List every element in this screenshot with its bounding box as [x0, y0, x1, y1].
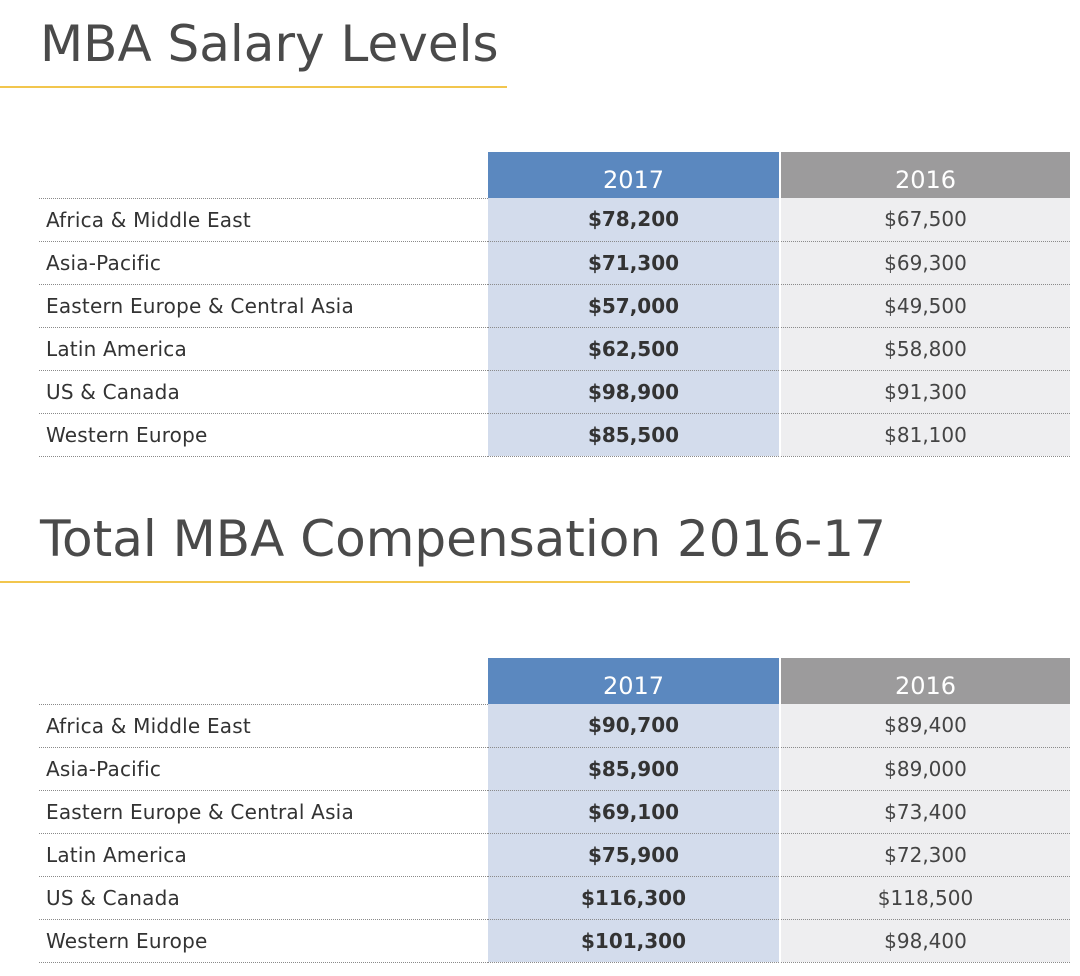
value-2016: $58,800	[780, 327, 1070, 371]
region-label: Latin America	[39, 327, 488, 371]
value-2016: $73,400	[780, 790, 1070, 834]
value-2016: $91,300	[780, 370, 1070, 414]
table-row: Africa & Middle East $90,700 $89,400	[39, 704, 1070, 748]
column-header-2016: 2016	[780, 152, 1070, 198]
table-header-row: 2017 2016	[39, 658, 1070, 705]
column-header-2016: 2016	[780, 658, 1070, 704]
value-2016: $118,500	[780, 876, 1070, 920]
region-label: Latin America	[39, 833, 488, 877]
value-2016: $67,500	[780, 198, 1070, 242]
table-row: Asia-Pacific $85,900 $89,000	[39, 747, 1070, 791]
salary-levels-body: Africa & Middle East $78,200 $67,500 Asia-P…	[39, 198, 1070, 457]
region-label: Western Europe	[39, 413, 488, 457]
region-header-blank	[39, 152, 488, 199]
value-2016: $49,500	[780, 284, 1070, 328]
value-2017: $78,200	[488, 198, 781, 242]
region-label: Asia-Pacific	[39, 747, 488, 791]
column-header-2017: 2017	[488, 658, 781, 704]
total-compensation-body: Africa & Middle East $90,700 $89,400 Asia-P…	[39, 704, 1070, 963]
value-2016: $89,400	[780, 704, 1070, 748]
table-header-row: 2017 2016	[39, 152, 1070, 199]
value-2017: $85,500	[488, 413, 781, 457]
table-row: Africa & Middle East $78,200 $67,500	[39, 198, 1070, 242]
region-label: Eastern Europe & Central Asia	[39, 284, 488, 328]
value-2017: $69,100	[488, 790, 781, 834]
value-2017: $85,900	[488, 747, 781, 791]
total-compensation-table: 2017 2016 Africa & Middle East $90,700 $89…	[39, 658, 1070, 963]
region-label: US & Canada	[39, 370, 488, 414]
salary-levels-title: MBA Salary Levels	[40, 15, 499, 73]
region-label: Africa & Middle East	[39, 198, 488, 242]
table-row: Latin America $75,900 $72,300	[39, 833, 1070, 877]
region-label: Western Europe	[39, 919, 488, 963]
region-header-blank	[39, 658, 488, 705]
value-2017: $57,000	[488, 284, 781, 328]
value-2016: $69,300	[780, 241, 1070, 285]
table-row: Western Europe $85,500 $81,100	[39, 413, 1070, 457]
value-2016: $72,300	[780, 833, 1070, 877]
value-2017: $71,300	[488, 241, 781, 285]
value-2017: $62,500	[488, 327, 781, 371]
region-label: Asia-Pacific	[39, 241, 488, 285]
column-header-2017: 2017	[488, 152, 781, 198]
region-label: Eastern Europe & Central Asia	[39, 790, 488, 834]
value-2017: $116,300	[488, 876, 781, 920]
value-2017: $98,900	[488, 370, 781, 414]
value-2017: $75,900	[488, 833, 781, 877]
value-2016: $89,000	[780, 747, 1070, 791]
table-row: Eastern Europe & Central Asia $69,100 $73,…	[39, 790, 1070, 834]
salary-levels-table: 2017 2016 Africa & Middle East $78,200 $67…	[39, 152, 1070, 457]
table-row: Latin America $62,500 $58,800	[39, 327, 1070, 371]
region-label: US & Canada	[39, 876, 488, 920]
total-compensation-title: Total MBA Compensation 2016-17	[40, 510, 886, 568]
table-row: US & Canada $98,900 $91,300	[39, 370, 1070, 414]
salary-levels-title-underline	[0, 86, 507, 88]
value-2016: $98,400	[780, 919, 1070, 963]
value-2017: $90,700	[488, 704, 781, 748]
value-2017: $101,300	[488, 919, 781, 963]
table-row: Asia-Pacific $71,300 $69,300	[39, 241, 1070, 285]
table-row: Eastern Europe & Central Asia $57,000 $49,…	[39, 284, 1070, 328]
value-2016: $81,100	[780, 413, 1070, 457]
table-row: US & Canada $116,300 $118,500	[39, 876, 1070, 920]
total-compensation-title-underline	[0, 581, 910, 583]
region-label: Africa & Middle East	[39, 704, 488, 748]
table-row: Western Europe $101,300 $98,400	[39, 919, 1070, 963]
